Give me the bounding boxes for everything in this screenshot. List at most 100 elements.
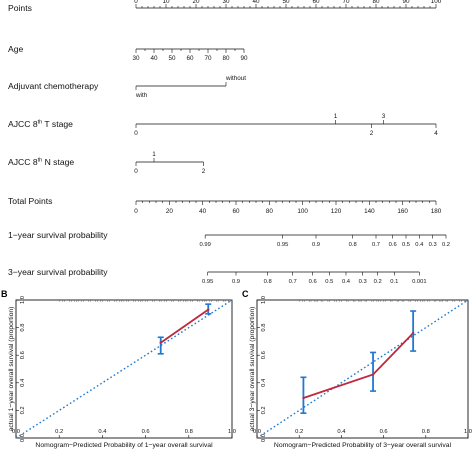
category-tick-label: with: [135, 92, 148, 99]
x-tick-label: 0.4: [98, 429, 107, 435]
y-tick-label: 0.4: [261, 378, 267, 387]
probability-tick-label: 0.9: [312, 242, 320, 248]
plot-frame: [15, 299, 233, 439]
panel-letter: B: [1, 289, 8, 299]
y-tick-label: 0.4: [20, 378, 26, 387]
x-tick-label: 0.8: [185, 429, 193, 435]
nomogram-row-3-year-survival-probability: 3−year survival probability 0.95 0.9 0.8 0.7…: [8, 267, 427, 285]
probability-tick-label: 0.95: [202, 279, 213, 285]
probability-tick-label: 0.3: [359, 279, 367, 285]
row-label: AJCC 8th T stage: [8, 119, 73, 129]
nomogram-row-ajcc-8th-n-stage: AJCC 8th N stage 0 1 2: [8, 151, 206, 175]
total-points-tick-label: 80: [266, 208, 274, 215]
age-tick-label: 30: [132, 55, 140, 62]
x-tick-label: 0.2: [55, 429, 63, 435]
probability-tick-label: 0.5: [325, 279, 333, 285]
reference-diagonal: [15, 299, 233, 439]
total-points-tick-label: 60: [232, 208, 240, 215]
points-tick-label: 0: [134, 0, 138, 5]
probability-tick-label: 0.95: [277, 242, 288, 248]
probability-tick-label: 0.8: [349, 242, 357, 248]
probability-tick-label: 0.4: [415, 242, 424, 248]
calibration-point: [411, 331, 415, 335]
category-tick-label: without: [225, 75, 246, 82]
points-tick-label: 50: [282, 0, 290, 5]
x-tick-label: 0.4: [337, 429, 346, 435]
probability-tick-label: 0.7: [289, 279, 297, 285]
points-tick-label: 80: [372, 0, 380, 5]
x-tick-label: 1.0: [464, 429, 472, 435]
category-tick-label: 2: [370, 130, 374, 137]
age-tick-label: 90: [240, 55, 248, 62]
probability-tick-label: 0.7: [372, 242, 380, 248]
calibration-point: [371, 373, 375, 376]
row-label: 3−year survival probability: [8, 267, 108, 277]
age-tick-label: 60: [186, 55, 194, 62]
y-tick-label: 1.0: [20, 296, 26, 304]
category-tick-label: 0: [134, 130, 138, 137]
x-tick-label: 0.6: [142, 429, 150, 435]
y-tick-label: 0.2: [20, 406, 26, 414]
reference-diagonal: [256, 299, 469, 439]
y-tick-label: 0.8: [20, 324, 26, 332]
y-tick-label: 0.2: [261, 406, 267, 414]
total-points-tick-label: 100: [297, 208, 308, 215]
total-points-tick-label: 40: [199, 208, 207, 215]
x-tick-label: 0.2: [295, 429, 303, 435]
points-tick-label: 40: [252, 0, 260, 5]
probability-tick-label: 0.6: [389, 242, 397, 248]
y-tick-label: 0.6: [20, 351, 26, 359]
y-tick-label: 0.0: [20, 434, 26, 442]
probability-tick-label: 0.2: [442, 242, 450, 248]
y-axis-title: actual 1−year overall survival (proporti…: [8, 307, 15, 432]
age-tick-label: 70: [204, 55, 212, 62]
x-tick-label: 0.0: [253, 429, 261, 435]
y-tick-label: 0.6: [261, 351, 267, 359]
panel-letter: C: [242, 289, 249, 299]
x-tick-label: 1.0: [228, 429, 236, 435]
category-tick-label: 4: [434, 130, 438, 137]
row-label: Total Points: [8, 196, 52, 206]
nomogram-row-points: Points 0 10 20 30 40 50 60 70 80 90 100: [8, 0, 442, 13]
nomogram-row-ajcc-8th-t-stage: AJCC 8th T stage 0 1 2 3 4: [8, 113, 438, 137]
calibration-point: [159, 341, 162, 344]
total-points-tick-label: 120: [331, 208, 342, 215]
probability-tick-label: 0.5: [402, 242, 410, 248]
calibration-line: [303, 332, 414, 399]
calibration-panel-c: C 0.0 0.2 0.4 0.6 0.8 1.0 0.0 0.2 0.4 0.6 0.8 1.0 Nom…: [242, 289, 472, 449]
calibration-line: [160, 308, 209, 344]
probability-tick-label: 0.3: [429, 242, 437, 248]
row-label: 1−year survival probability: [8, 230, 108, 240]
total-points-tick-label: 140: [364, 208, 375, 215]
row-label: Points: [8, 3, 32, 13]
calibration-point: [207, 308, 210, 311]
calibration-panel-b: B 0.0 0.2 0.4 0.6 0.8 1.0 0.0 0.2 0.4 0.6 0.8 1.0 Nom…: [1, 289, 236, 449]
y-tick-label: 0.0: [261, 434, 267, 442]
row-label: Adjuvant chemotherapy: [8, 81, 99, 91]
x-axis-title: Nomogram−Predicted Probability of 1−year…: [35, 442, 213, 449]
points-tick-label: 10: [162, 0, 170, 5]
points-tick-label: 30: [222, 0, 230, 5]
points-tick-label: 90: [402, 0, 410, 5]
category-tick-label: 2: [202, 168, 206, 175]
y-tick-label: 1.0: [261, 296, 267, 304]
x-tick-label: 0.8: [422, 429, 430, 435]
x-axis-title: Nomogram−Predicted Probability of 3−year…: [274, 442, 452, 449]
probability-tick-label: 0.1: [390, 279, 398, 285]
category-tick-label: 3: [382, 113, 386, 120]
age-tick-label: 50: [168, 55, 176, 62]
nomogram-row-total-points: Total Points 0 20 40 60 80 100 120 140 160 180: [8, 196, 442, 215]
plot-frame: [256, 299, 469, 439]
y-tick-label: 0.8: [261, 324, 267, 332]
nomogram-row-adjuvant-chemotherapy: Adjuvant chemotherapy with without: [8, 75, 246, 99]
probability-tick-label: 0.6: [309, 279, 317, 285]
age-tick-label: 80: [222, 55, 230, 62]
row-label: Age: [8, 44, 24, 54]
category-tick-label: 1: [152, 151, 156, 158]
age-tick-label: 40: [150, 55, 158, 62]
probability-tick-label: 0.8: [264, 279, 272, 285]
x-tick-label: 0.0: [12, 429, 20, 435]
points-tick-label: 70: [342, 0, 350, 5]
